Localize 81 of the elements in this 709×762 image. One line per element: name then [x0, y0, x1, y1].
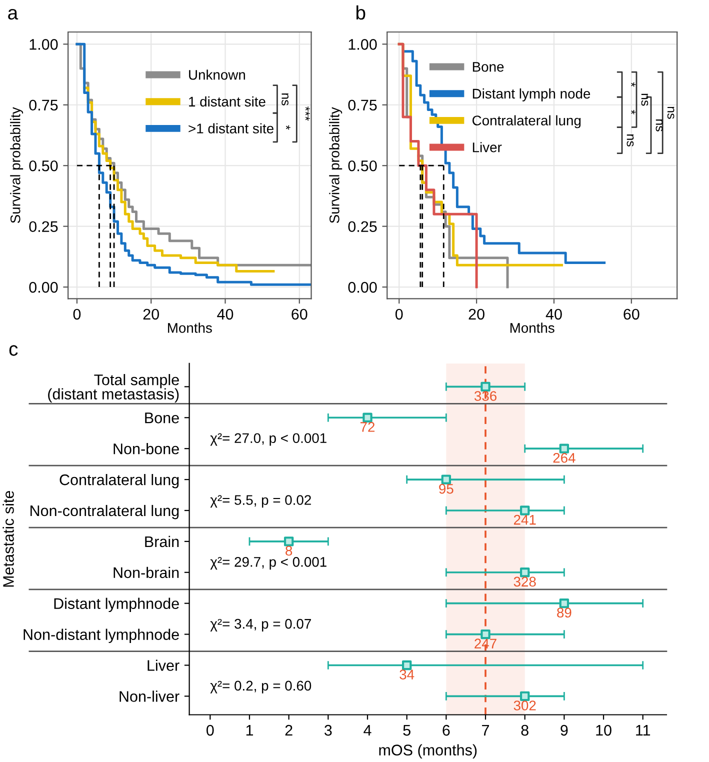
x-tick-label: 6	[442, 724, 450, 736]
y-tick-label: 0.25	[348, 221, 377, 232]
y-tick-label: 1.00	[30, 39, 58, 50]
annotation: ***	[305, 106, 310, 121]
annotation: 247	[474, 638, 496, 648]
y-tick-label: Bone	[145, 412, 179, 424]
legend-label: >1 distant site	[188, 123, 274, 134]
annotation: χ²= 3.4, p = 0.07	[210, 618, 311, 632]
annotation: 95	[439, 484, 454, 494]
x-tick-label: 11	[636, 725, 650, 736]
x-axis-title: Months	[510, 322, 554, 333]
y-tick-label: Total sample (distant metastasis)	[48, 374, 179, 403]
x-axis-title: Months	[168, 322, 212, 333]
y-tick-label: Non-bone	[114, 443, 179, 454]
x-tick-label: 60	[624, 308, 640, 320]
legend-label: Unknown	[189, 70, 245, 80]
text: c	[9, 345, 18, 356]
y-tick-label: Non-distant lymphnode	[24, 628, 179, 643]
annotation: 328	[514, 576, 536, 587]
x-tick-label: 8	[521, 724, 528, 736]
y-tick-label: 1.00	[348, 39, 377, 50]
y-axis-title: Survival probability	[329, 107, 342, 223]
chart-title: b	[356, 5, 366, 20]
x-tick-label: 0	[206, 724, 214, 736]
x-tick-label: 2	[285, 724, 292, 736]
y-tick-label: Non-brain	[114, 566, 179, 578]
y-tick-label: 0.25	[29, 221, 58, 232]
legend-label: Contralateral lung	[472, 115, 581, 128]
y-tick-label: Brain	[145, 536, 179, 548]
legend-label: Distant lymph node	[472, 88, 590, 102]
y-tick-label: 0.75	[348, 100, 377, 111]
y-tick-label: 0.50	[348, 160, 377, 172]
y-tick-label: Contralateral lung	[60, 474, 179, 488]
chart-title: a	[8, 8, 18, 20]
x-tick-label: 20	[468, 308, 484, 320]
y-tick-label: 0.00	[348, 282, 377, 293]
annotation: *	[631, 82, 636, 87]
annotation: *	[631, 110, 636, 114]
x-axis-title: mOS (months)	[379, 744, 477, 759]
annotation: χ²= 5.5, p = 0.02	[210, 495, 311, 508]
x-tick-label: 0	[395, 308, 403, 320]
y-tick-label: Non-liver	[120, 690, 180, 702]
annotation: 72	[360, 422, 375, 432]
annotation: χ²= 29.7, p < 0.001	[210, 556, 326, 570]
y-tick-label: Distant lymphnode	[54, 598, 179, 612]
annotation: 241	[514, 514, 536, 525]
x-tick-label: 5	[403, 725, 410, 736]
x-tick-label: 10	[596, 724, 612, 736]
y-tick-label: 0.00	[29, 282, 58, 293]
y-tick-label: Liver	[148, 660, 180, 671]
x-tick-label: 3	[324, 724, 332, 736]
annotation: ns	[667, 106, 674, 119]
x-tick-label: 7	[482, 725, 489, 736]
annotation: 264	[553, 452, 576, 463]
y-axis-title: Survival probability	[10, 107, 24, 223]
x-tick-label: 1	[246, 725, 253, 736]
legend-label: Bone	[472, 62, 504, 72]
y-tick-label: Non-contralateral lung	[30, 504, 179, 520]
x-tick-label: 0	[73, 308, 81, 320]
annotation: ns	[626, 134, 634, 146]
y-tick-label: 0.75	[29, 100, 58, 111]
x-tick-label: 4	[364, 725, 372, 736]
annotation: 34	[400, 670, 414, 680]
annotation: 89	[557, 608, 572, 618]
x-tick-label: 20	[143, 308, 160, 320]
annotation: χ²= 27.0, p < 0.001	[210, 433, 326, 446]
annotation: ns	[282, 93, 288, 106]
x-tick-label: 40	[546, 308, 562, 320]
legend-label: Liver	[472, 142, 502, 152]
x-tick-label: 60	[292, 308, 308, 320]
annotation: χ²= 0.2, p = 0.60	[210, 680, 312, 694]
y-axis-title: Metastatic site	[2, 490, 14, 587]
annotation: *	[286, 125, 290, 130]
annotation: 302	[514, 700, 536, 710]
y-tick-label: 0.50	[29, 160, 58, 172]
x-tick-label: 40	[217, 308, 234, 320]
annotation: 8	[286, 546, 292, 556]
annotation: ns	[656, 119, 663, 132]
x-tick-label: 9	[560, 724, 568, 736]
legend-label: 1 distant site	[189, 96, 266, 107]
annotation: ns	[641, 94, 648, 106]
